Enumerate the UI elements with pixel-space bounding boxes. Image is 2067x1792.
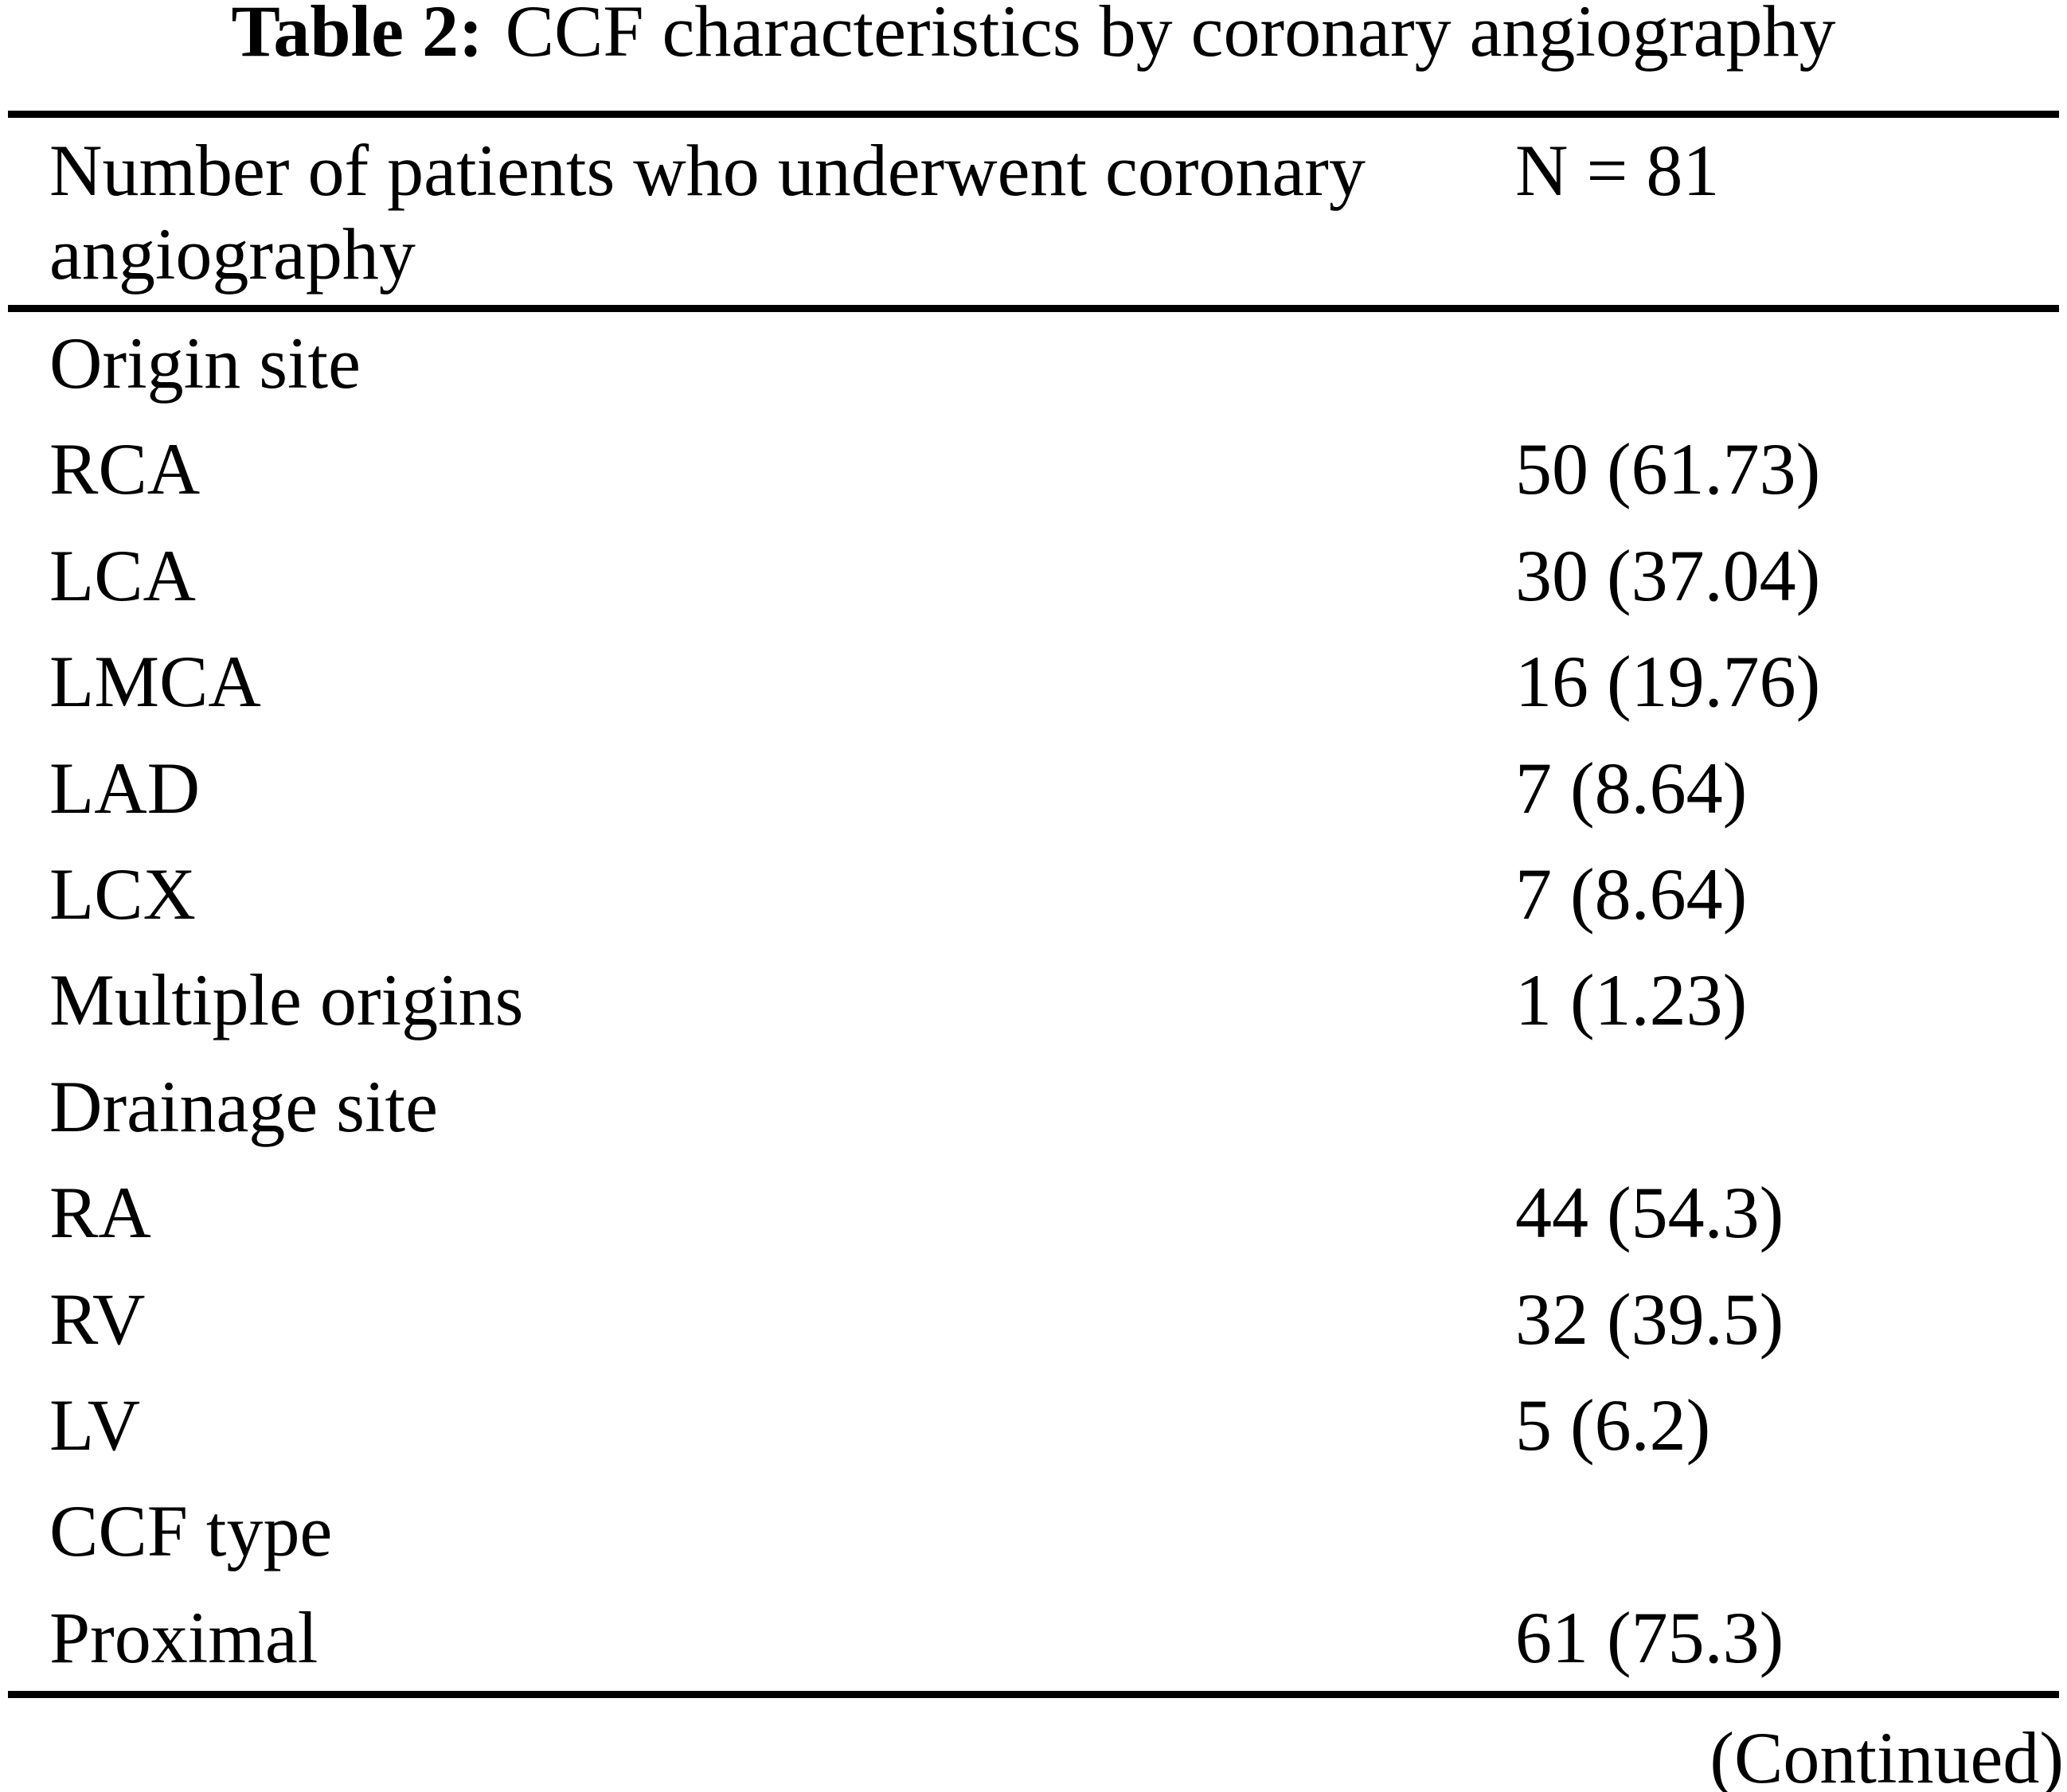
- row-label: RA: [49, 1172, 151, 1254]
- row-value: 1 (1.23): [1515, 959, 1748, 1041]
- row-value: 32 (39.5): [1515, 1278, 1784, 1360]
- row-label: LCX: [49, 853, 196, 935]
- row-value: 61 (75.3): [1515, 1596, 1784, 1678]
- table-row: LCX 7 (8.64): [0, 841, 2067, 947]
- row-value: 50 (61.73): [1515, 428, 1821, 510]
- row-value: 44 (54.3): [1515, 1172, 1784, 1254]
- row-label: RCA: [49, 428, 201, 510]
- row-value: 16 (19.76): [1515, 641, 1821, 723]
- row-label: Multiple origins: [49, 959, 524, 1041]
- continued-note: (Continued): [1709, 1717, 2064, 1792]
- table-row: Multiple origins 1 (1.23): [0, 947, 2067, 1053]
- row-label: LV: [49, 1384, 141, 1466]
- table-row: LV 5 (6.2): [0, 1372, 2067, 1478]
- row-value: 30 (37.04): [1515, 534, 1821, 616]
- table-row: LAD 7 (8.64): [0, 736, 2067, 841]
- table-row: LMCA 16 (19.76): [0, 629, 2067, 735]
- row-value: 5 (6.2): [1515, 1384, 1711, 1466]
- row-value: 7 (8.64): [1515, 747, 1748, 829]
- row-label: Proximal: [49, 1596, 318, 1678]
- header-rule: [8, 305, 2059, 312]
- header-label: Number of patients who underwent coronar…: [49, 130, 1366, 295]
- table-row: Origin site: [0, 310, 2067, 416]
- table-row: CCF type: [0, 1478, 2067, 1584]
- table-row: LCA 30 (37.04): [0, 523, 2067, 629]
- header-value: N = 81: [1515, 130, 1720, 211]
- table-row: Proximal 61 (75.3): [0, 1585, 2067, 1691]
- row-label: Drainage site: [49, 1065, 438, 1147]
- table-row: RV 32 (39.5): [0, 1267, 2067, 1372]
- bottom-rule: [8, 1691, 2059, 1698]
- row-label: LAD: [49, 747, 201, 829]
- table-title-text: CCF characteristics by coronary angiogra…: [505, 0, 1836, 72]
- table-row: RCA 50 (61.73): [0, 416, 2067, 522]
- row-label: CCF type: [49, 1490, 333, 1572]
- table-header-row: Number of patients who underwent coronar…: [0, 118, 2067, 296]
- row-value: 7 (8.64): [1515, 853, 1748, 935]
- table-number-label: Table 2:: [231, 0, 483, 72]
- table-row: Drainage site: [0, 1054, 2067, 1160]
- table-row: RA 44 (54.3): [0, 1160, 2067, 1266]
- row-label: LCA: [49, 534, 196, 616]
- row-label: RV: [49, 1278, 146, 1360]
- row-label: LMCA: [49, 641, 261, 723]
- row-label: Origin site: [49, 322, 361, 404]
- table-body: Origin site RCA 50 (61.73) LCA 30 (37.04…: [0, 310, 2067, 1691]
- table-title: Table 2: CCF characteristics by coronary …: [0, 0, 2067, 75]
- top-rule: [8, 111, 2059, 118]
